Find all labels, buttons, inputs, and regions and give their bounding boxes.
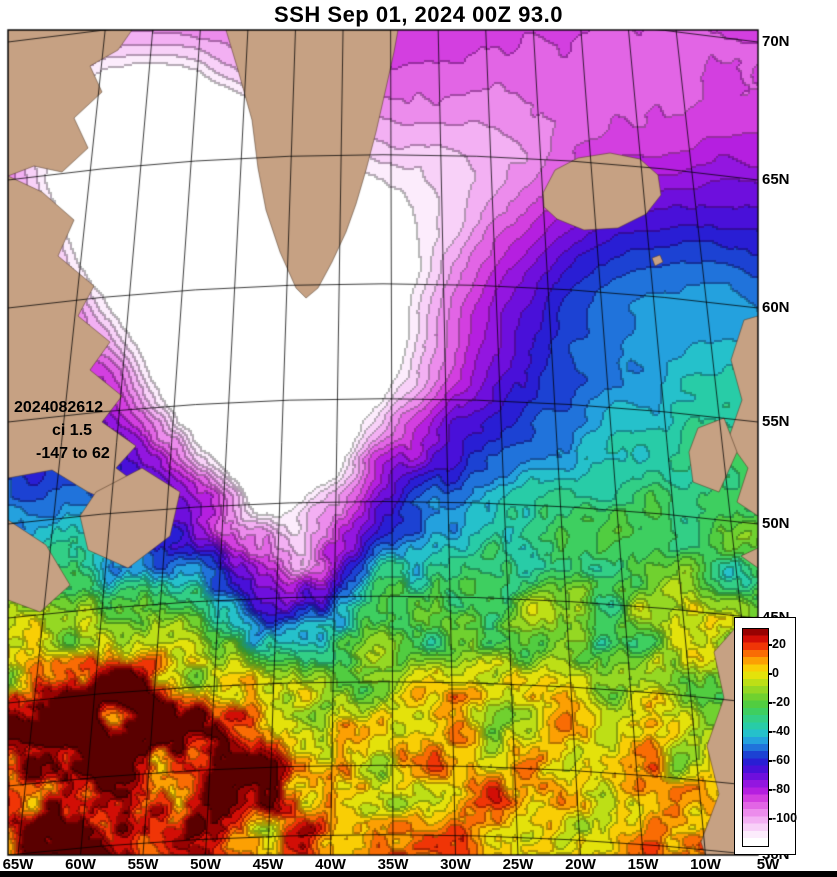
lat-tick-label: 50N <box>762 515 790 532</box>
lon-tick-label: 10W <box>690 856 721 873</box>
model-run-id: 2024082612 <box>14 399 103 416</box>
lon-tick-label: 65W <box>2 856 34 873</box>
colorbar-tick-label: -80 <box>772 782 791 797</box>
colorbar-tick-mark <box>768 789 772 792</box>
colorbar-tick-mark <box>768 702 772 705</box>
lon-tick-label: 5W <box>756 856 780 873</box>
lat-tick-label: 55N <box>762 413 790 430</box>
colorbar-tick-mark <box>768 644 772 647</box>
lon-tick-label: 50W <box>190 856 221 873</box>
lon-tick-label: 40W <box>315 856 346 873</box>
data-range-label: -147 to 62 <box>36 445 110 462</box>
colorbar-tick-label: -40 <box>772 724 791 739</box>
lon-tick-label: 30W <box>440 856 471 873</box>
contour-interval-label: ci 1.5 <box>52 422 93 439</box>
colorbar-tick-label: 0 <box>772 666 779 681</box>
lon-tick-label: 60W <box>65 856 96 873</box>
lon-tick-label: 25W <box>502 856 534 873</box>
lon-tick-label: 35W <box>377 856 409 873</box>
lon-tick-label: 15W <box>627 856 659 873</box>
colorbar-tick-label: -100 <box>772 810 798 825</box>
colorbar-gradient <box>742 628 769 847</box>
colorbar-tick-label: -20 <box>772 695 791 710</box>
colorbar: 20 0 -20 -40 -60 -80 -100 <box>734 617 798 855</box>
lat-tick-label: 65N <box>762 171 790 188</box>
colorbar-tick-label: -60 <box>772 753 791 768</box>
lat-tick-label: 70N <box>762 33 790 50</box>
colorbar-tick-label: 20 <box>772 637 786 652</box>
lon-tick-label: 45W <box>252 856 284 873</box>
bottom-edge-bar <box>0 871 837 877</box>
colorbar-tick-mark <box>768 817 772 820</box>
lon-tick-label: 55W <box>127 856 159 873</box>
plot-title: SSH Sep 01, 2024 00Z 93.0 <box>274 2 563 27</box>
colorbar-tick-mark <box>768 731 772 734</box>
lon-tick-label: 20W <box>565 856 596 873</box>
colorbar-tick-mark <box>768 760 772 763</box>
colorbar-tick-mark <box>768 673 772 676</box>
lat-tick-label: 60N <box>762 299 790 316</box>
run-annotation: 2024082612 ci 1.5 -147 to 62 <box>14 396 110 465</box>
